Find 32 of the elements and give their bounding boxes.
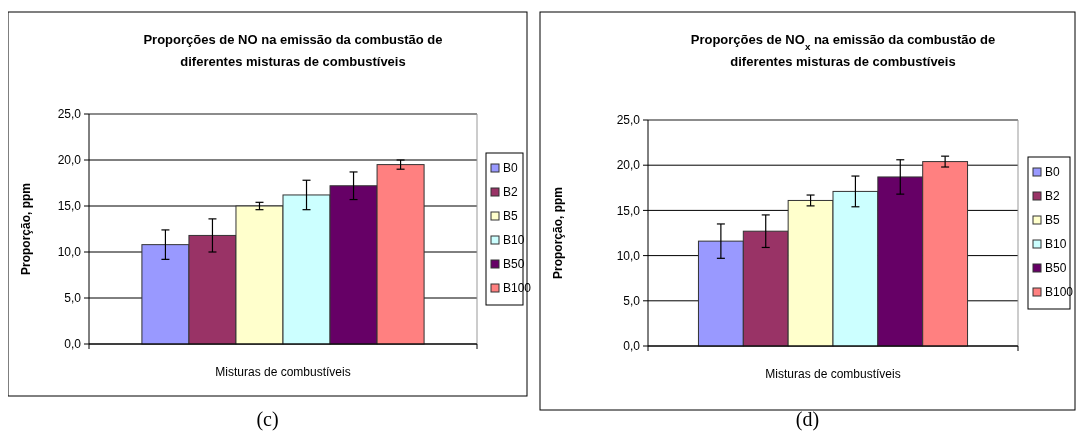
y-tick-label: 0,0	[623, 339, 641, 354]
x-axis-title: Misturas de combustíveis	[215, 365, 351, 379]
text: (d)	[795, 408, 820, 431]
y-tick-label: 10,0	[57, 245, 82, 260]
chart-title: Proporções de NO$_{x}$ na emissão da combustão de diferentes misturas de combustíveis	[690, 32, 996, 69]
y-tick-label: 10,0	[616, 248, 641, 263]
y-tick-label: 20,0	[57, 153, 82, 168]
legend-label: B0	[503, 161, 518, 176]
y-tick-label: 25,0	[616, 113, 641, 128]
text: (c)	[256, 408, 279, 431]
legend-label: B2	[1045, 189, 1060, 204]
chart-title: Proporções de NO na emissão da combustão de diferentes misturas de combustíveis	[143, 32, 443, 69]
y-axis-title: Proporção, ppm	[551, 186, 565, 280]
legend-label: B5	[1045, 213, 1060, 228]
legend-label: B2	[503, 185, 518, 200]
legend-label: B100	[503, 281, 532, 296]
legend-label: B10	[503, 233, 525, 248]
y-tick-label: 20,0	[616, 158, 641, 173]
y-tick-label: 5,0	[64, 291, 82, 306]
y-tick-label: 0,0	[64, 337, 82, 352]
legend-label: B0	[1045, 165, 1060, 180]
legend-label: B100	[1045, 285, 1074, 300]
x-axis-title: Misturas de combustíveis	[765, 367, 901, 381]
y-tick-label: 15,0	[616, 203, 641, 218]
y-tick-label: 5,0	[623, 294, 641, 308]
y-axis-title: Proporção, ppm	[19, 182, 33, 276]
legend-label: B5	[503, 209, 518, 224]
legend-label: B10	[1045, 237, 1067, 252]
y-tick-label: 25,0	[57, 107, 82, 122]
legend-label: B50	[1045, 261, 1067, 276]
legend-label: B50	[503, 257, 525, 272]
y-tick-label: 15,0	[57, 199, 82, 214]
